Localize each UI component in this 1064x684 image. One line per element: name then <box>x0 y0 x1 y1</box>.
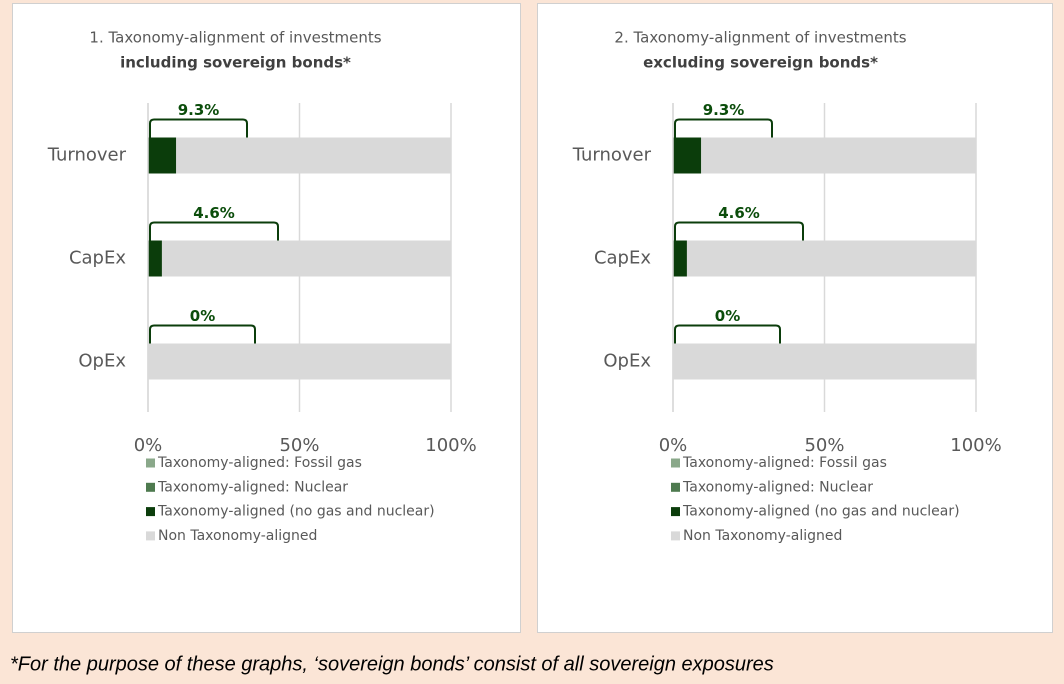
y-tick-label: Turnover <box>572 145 652 166</box>
panel <box>537 3 1053 633</box>
bracket <box>674 221 804 241</box>
y-tick-label: OpEx <box>603 351 651 372</box>
legend-label: Taxonomy-aligned (no gas and nuclear) <box>682 504 960 520</box>
x-tick-label: 100% <box>950 435 1001 456</box>
chart-subtitle: excluding sovereign bonds* <box>643 54 878 72</box>
legend-swatch <box>671 507 680 517</box>
legend-swatch <box>146 482 155 492</box>
y-tick-label: CapEx <box>69 248 126 269</box>
footnote: *For the purpose of these graphs, ‘sover… <box>10 653 774 675</box>
bracket <box>149 324 256 344</box>
legend-label: Non Taxonomy-aligned <box>683 528 842 544</box>
legend-label: Taxonomy-aligned: Fossil gas <box>682 455 887 471</box>
bracket <box>674 324 781 344</box>
value-label: 0% <box>190 307 215 325</box>
bar-segment <box>686 240 976 277</box>
legend-swatch <box>146 458 155 468</box>
bar-segment <box>148 240 162 277</box>
bar-segment <box>673 137 702 174</box>
value-label: 9.3% <box>178 101 220 119</box>
legend-label: Taxonomy-aligned (no gas and nuclear) <box>157 504 435 520</box>
bar-segment <box>701 137 976 174</box>
value-label: 4.6% <box>193 204 235 222</box>
y-tick-label: CapEx <box>594 248 651 269</box>
legend-label: Taxonomy-aligned: Nuclear <box>157 479 348 495</box>
panel <box>12 3 521 633</box>
x-tick-label: 0% <box>134 435 163 456</box>
chart-title: 2. Taxonomy-alignment of investments <box>614 29 906 47</box>
legend-label: Taxonomy-aligned: Fossil gas <box>157 455 362 471</box>
legend-swatch <box>671 482 680 492</box>
x-tick-label: 100% <box>425 435 476 456</box>
y-tick-label: Turnover <box>47 145 127 166</box>
legend-swatch <box>671 531 680 541</box>
bar-segment <box>673 240 687 277</box>
legend-swatch <box>671 458 680 468</box>
value-label: 0% <box>715 307 740 325</box>
value-label: 9.3% <box>703 101 745 119</box>
bracket <box>149 221 279 241</box>
bar-segment <box>161 240 452 277</box>
bar-segment <box>176 137 451 174</box>
y-tick-label: OpEx <box>78 351 126 372</box>
bar-segment <box>673 343 976 380</box>
x-tick-label: 50% <box>804 435 844 456</box>
chart-subtitle: including sovereign bonds* <box>120 54 351 72</box>
bar-segment <box>148 137 177 174</box>
value-label: 4.6% <box>718 204 760 222</box>
legend-label: Taxonomy-aligned: Nuclear <box>682 479 873 495</box>
chart-title: 1. Taxonomy-alignment of investments <box>89 29 381 47</box>
legend-swatch <box>146 507 155 517</box>
legend-label: Non Taxonomy-aligned <box>158 528 317 544</box>
bracket <box>674 118 773 138</box>
x-tick-label: 50% <box>279 435 319 456</box>
legend-swatch <box>146 531 155 541</box>
bar-segment <box>148 343 451 380</box>
bracket <box>149 118 248 138</box>
x-tick-label: 0% <box>659 435 688 456</box>
